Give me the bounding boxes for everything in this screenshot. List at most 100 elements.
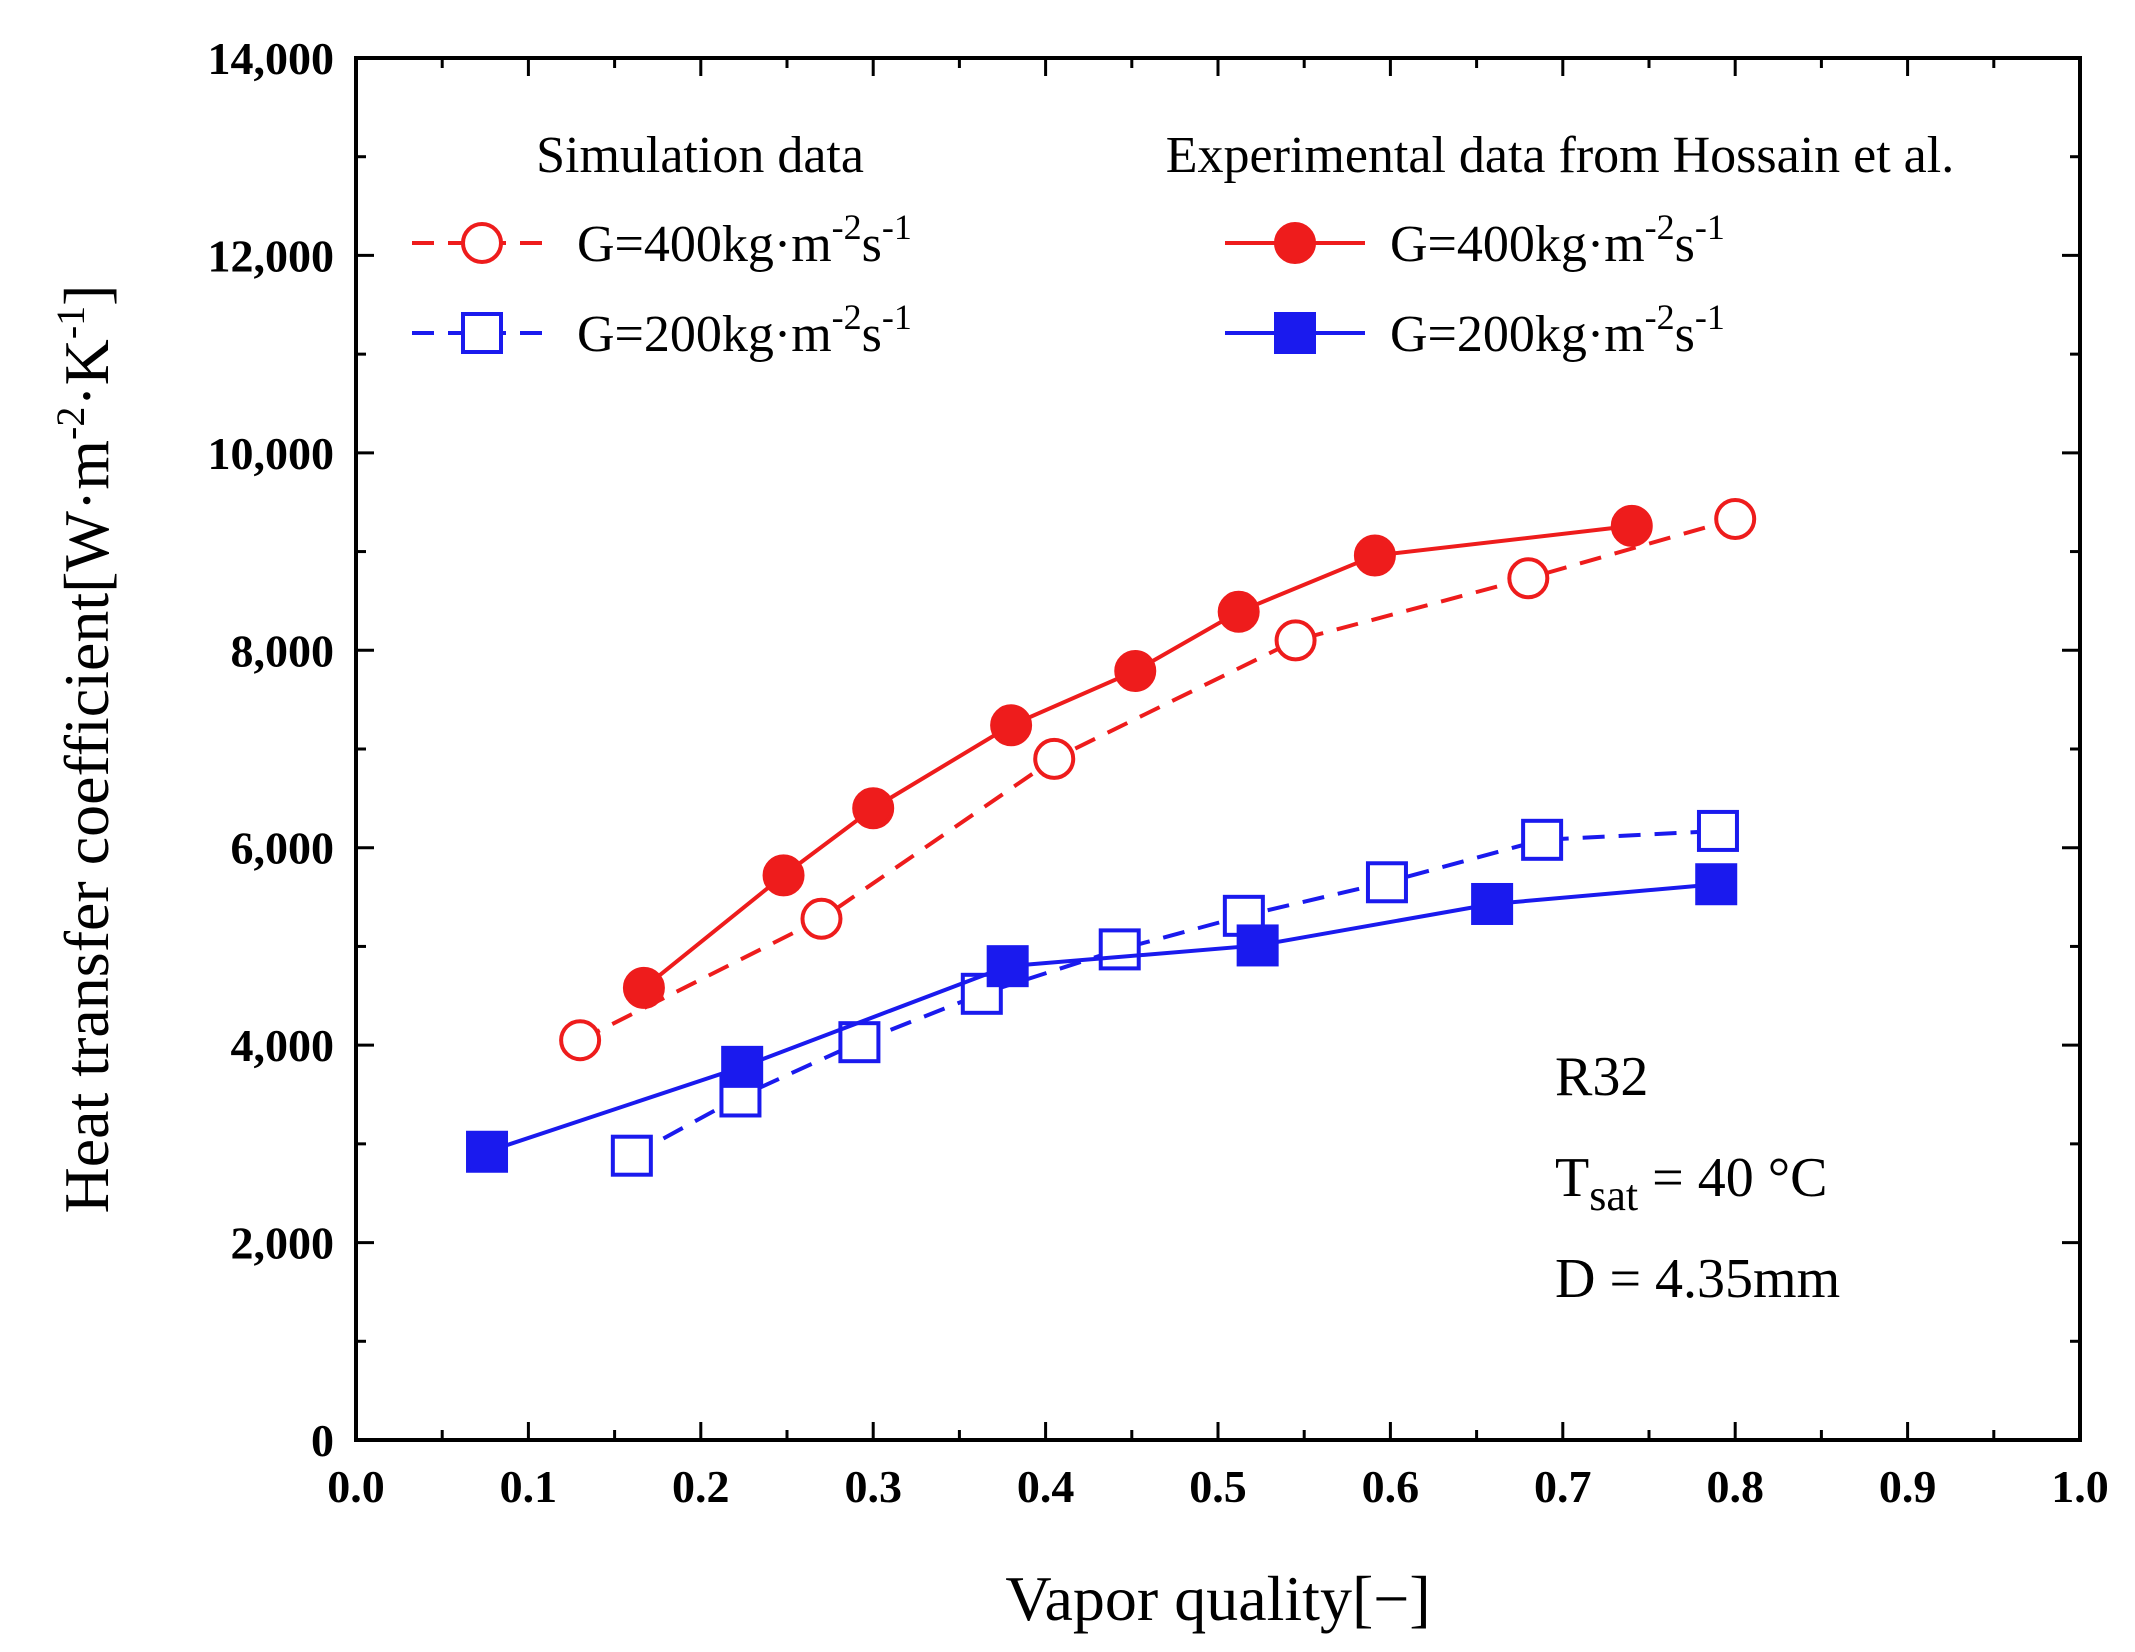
y-axis-title: Heat transfer coefficient[W·m-2·K-1] (48, 285, 122, 1214)
y-axis-title-exp2: -1 (48, 306, 93, 339)
legend-label: G=400kg·m-2s-1 (1390, 207, 1725, 273)
legend-label: G=200kg·m-2s-1 (577, 297, 912, 363)
y-tick-label: 6,000 (231, 823, 335, 874)
legend-label-part: -1 (882, 207, 912, 247)
annotation-tsat: Tsat = 40 °C (1555, 1147, 1827, 1220)
legend-label-part: s (1675, 216, 1695, 273)
legend-label-part: -2 (1645, 297, 1675, 337)
legend-label-part: G=200kg·m (1390, 306, 1645, 363)
legend-marker (1274, 312, 1316, 354)
legend-label-part: -1 (1695, 207, 1725, 247)
y-axis-title-close: ] (51, 285, 122, 306)
y-axis-title-unit: [W·m (51, 440, 122, 593)
y-tick-label: 14,000 (208, 33, 335, 84)
data-point (1521, 818, 1564, 861)
legend-entries: G=400kg·m-2s-1G=200kg·m-2s-1G=400kg·m-2s… (412, 207, 1725, 363)
data-point (852, 787, 895, 830)
data-point (1471, 882, 1514, 925)
x-tick-label: 1.0 (2051, 1461, 2109, 1512)
tick-labels: 0.0 0.1 0.2 0.3 0.4 0.5 0.6 0.7 0.8 0.9 1.0 0 2,000 4… (208, 33, 2109, 1512)
legend-header-simulation: Simulation data (536, 127, 864, 184)
legend-entry-simulation-g-400: G=400kg·m-2s-1 (412, 207, 912, 273)
y-axis-title-main: Heat transfer coefficient (51, 593, 122, 1214)
data-point (1236, 924, 1279, 967)
series-simulation-g-400 (559, 497, 1757, 1062)
legend-label-part: -2 (1645, 207, 1675, 247)
x-tick-label: 0.5 (1189, 1461, 1247, 1512)
legend-label-part: -2 (832, 297, 862, 337)
series-experimental-g-200 (466, 863, 1738, 1173)
series-line (630, 828, 1719, 1158)
data-point (1353, 534, 1396, 577)
legend-entry-simulation-g-200: G=200kg·m-2s-1 (412, 297, 912, 363)
series-simulation-g-200 (610, 809, 1739, 1177)
x-tick-label: 0.1 (500, 1461, 558, 1512)
annotation-diameter: D = 4.35mm (1555, 1248, 1840, 1310)
data-point (559, 1019, 602, 1062)
x-tick-label: 0.4 (1017, 1461, 1075, 1512)
data-point (1696, 809, 1739, 852)
x-axis-title: Vapor quality[−] (1005, 1563, 1430, 1634)
data-point (986, 945, 1029, 988)
legend-label-part: -2 (832, 207, 862, 247)
legend-label-part: -1 (1695, 297, 1725, 337)
x-tick-label: 0.8 (1706, 1461, 1764, 1512)
annotation-tsat-value: = 40 °C (1638, 1147, 1827, 1209)
legend-marker (461, 312, 503, 354)
data-point (1610, 504, 1653, 547)
legend-header-experimental: Experimental data from Hossain et al. (1166, 127, 1954, 184)
ticks (354, 56, 2082, 1442)
legend-entry-experimental-g-200: G=200kg·m-2s-1 (1225, 297, 1725, 363)
y-axis-title-mid: ·K (51, 339, 122, 407)
data-point (762, 854, 805, 897)
x-tick-label: 0.0 (327, 1461, 385, 1512)
x-tick-label: 0.6 (1362, 1461, 1420, 1512)
x-tick-label: 0.3 (844, 1461, 902, 1512)
legend-label-part: -1 (882, 297, 912, 337)
legend-marker (1274, 222, 1316, 264)
data-point (466, 1130, 509, 1173)
legend-marker (461, 222, 503, 264)
series-layer (466, 497, 1757, 1177)
annotation-tsat-prefix: T (1555, 1147, 1589, 1209)
x-tick-label: 0.7 (1534, 1461, 1592, 1512)
annotation-tsat-sub: sat (1589, 1171, 1638, 1220)
x-tick-label: 0.9 (1879, 1461, 1937, 1512)
data-point (1217, 590, 1260, 633)
legend-label-part: s (862, 216, 882, 273)
data-point (1274, 619, 1317, 662)
legend-label-part: G=400kg·m (577, 216, 832, 273)
data-point (622, 966, 665, 1009)
legend-label: G=200kg·m-2s-1 (1390, 297, 1725, 363)
data-point (721, 1045, 764, 1088)
y-tick-label: 8,000 (231, 625, 335, 676)
legend-entry-experimental-g-400: G=400kg·m-2s-1 (1225, 207, 1725, 273)
annotation-refrigerant: R32 (1555, 1046, 1648, 1108)
legend-label-part: G=400kg·m (1390, 216, 1645, 273)
y-tick-label: 10,000 (208, 428, 335, 479)
data-point (800, 897, 843, 940)
legend: Simulation data Experimental data from H… (412, 127, 1954, 363)
data-point (990, 704, 1033, 747)
y-tick-label: 4,000 (231, 1020, 335, 1071)
data-point (1695, 863, 1738, 906)
y-tick-label: 12,000 (208, 230, 335, 281)
legend-label: G=400kg·m-2s-1 (577, 207, 912, 273)
series-line (486, 882, 1717, 1154)
legend-label-part: s (1675, 306, 1695, 363)
data-point (610, 1134, 653, 1177)
data-point (1033, 737, 1076, 780)
y-tick-label: 2,000 (231, 1218, 335, 1269)
y-tick-label: 0 (311, 1415, 334, 1466)
data-point (1365, 861, 1408, 904)
x-tick-label: 0.2 (672, 1461, 730, 1512)
y-axis-title-exp1: -2 (48, 407, 93, 440)
data-point (1714, 497, 1757, 540)
data-point (1098, 928, 1141, 971)
data-point (1114, 650, 1157, 693)
series-line (579, 517, 1736, 1042)
data-point (1507, 557, 1550, 600)
legend-label-part: s (862, 306, 882, 363)
series-experimental-g-400 (622, 504, 1653, 1009)
